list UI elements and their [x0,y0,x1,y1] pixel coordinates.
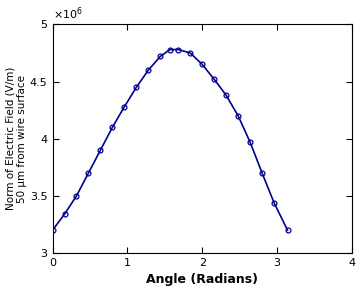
Text: $\times 10^6$: $\times 10^6$ [53,6,83,22]
Y-axis label: Norm of Electric Field (V/m)
50 μm from wire surface: Norm of Electric Field (V/m) 50 μm from … [5,67,27,211]
X-axis label: Angle (Radians): Angle (Radians) [146,273,258,286]
